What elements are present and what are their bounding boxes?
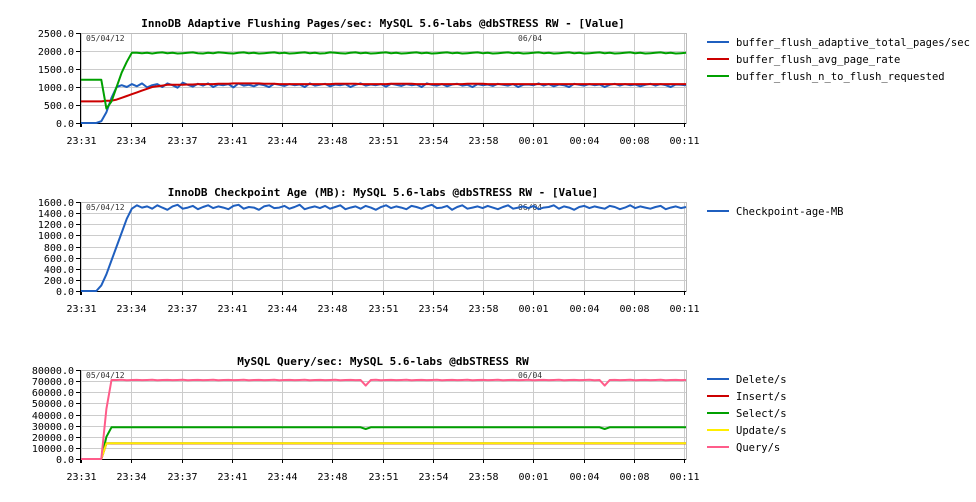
x-tick-label: 00:04 <box>569 472 599 483</box>
x-tick-label: 23:58 <box>468 304 498 315</box>
x-tick-label: 23:41 <box>217 304 247 315</box>
y-tick-label: 0.0 <box>56 119 74 130</box>
series-line-select-s <box>81 426 686 460</box>
y-tick-label: 1500.0 <box>38 65 74 76</box>
y-tick-label: 800.0 <box>44 243 74 254</box>
y-tick-label: 20000.0 <box>32 433 74 444</box>
y-tick-label: 50000.0 <box>32 399 74 410</box>
x-tick-label: 23:34 <box>116 472 146 483</box>
x-tick-label: 23:51 <box>368 304 398 315</box>
y-tick-label: 0.0 <box>56 455 74 466</box>
x-tick-label: 23:37 <box>167 136 197 147</box>
series-line-update-s <box>81 442 686 460</box>
x-tick-label: 23:58 <box>468 136 498 147</box>
series-line-buffer-flush-adaptive-total-pages-sec <box>81 81 687 124</box>
legend-label: buffer_flush_adaptive_total_pages/sec <box>736 37 970 49</box>
legend-label: Select/s <box>736 408 787 420</box>
y-tick-label: 400.0 <box>44 265 74 276</box>
y-tick-label: 1400.0 <box>38 209 74 220</box>
y-tick-label: 0.0 <box>56 287 74 298</box>
x-tick-label: 23:44 <box>267 472 297 483</box>
chart-title: InnoDB Checkpoint Age (MB): MySQL 5.6-la… <box>168 186 598 199</box>
legend-label: buffer_flush_n_to_flush_requested <box>736 71 945 83</box>
x-tick-label: 23:54 <box>418 472 448 483</box>
chart-panel-3: MySQL Query/sec: MySQL 5.6-labs @dbSTRES… <box>32 355 787 483</box>
x-tick-label: 23:41 <box>217 136 247 147</box>
x-tick-label: 23:31 <box>66 136 96 147</box>
y-tick-label: 70000.0 <box>32 377 74 388</box>
x-tick-label: 23:34 <box>116 304 146 315</box>
y-tick-label: 30000.0 <box>32 422 74 433</box>
x-tick-label: 00:11 <box>669 472 699 483</box>
y-tick-label: 1600.0 <box>38 198 74 209</box>
legend-label: Query/s <box>736 442 780 454</box>
x-tick-label: 23:44 <box>267 304 297 315</box>
x-tick-label: 00:01 <box>518 472 548 483</box>
x-tick-label: 23:51 <box>368 136 398 147</box>
series-line-buffer-flush-n-to-flush-requested <box>81 51 687 110</box>
chart-title: MySQL Query/sec: MySQL 5.6-labs @dbSTRES… <box>237 355 529 368</box>
x-tick-label: 00:11 <box>669 136 699 147</box>
legend-label: Update/s <box>736 425 787 437</box>
y-tick-label: 2000.0 <box>38 47 74 58</box>
x-tick-label: 23:48 <box>317 304 347 315</box>
x-tick-label: 00:08 <box>619 136 649 147</box>
start-date-label: 05/04/12 <box>86 34 125 43</box>
legend-label: Delete/s <box>736 374 787 386</box>
y-tick-label: 2500.0 <box>38 29 74 40</box>
series-line-buffer-flush-avg-page-rate <box>81 82 686 103</box>
x-tick-label: 23:58 <box>468 472 498 483</box>
x-tick-label: 00:01 <box>518 304 548 315</box>
y-tick-label: 40000.0 <box>32 411 74 422</box>
x-tick-label: 23:34 <box>116 136 146 147</box>
y-tick-label: 80000.0 <box>32 366 74 377</box>
start-date-label: 05/04/12 <box>86 371 125 380</box>
y-tick-label: 60000.0 <box>32 388 74 399</box>
x-tick-label: 23:48 <box>317 472 347 483</box>
start-date-label: 05/04/12 <box>86 203 125 212</box>
x-tick-label: 23:54 <box>418 136 448 147</box>
series-line-checkpoint-age-mb <box>81 203 687 292</box>
series-line-query-s <box>81 378 687 460</box>
midnight-date-label: 06/04 <box>518 34 542 43</box>
x-tick-label: 23:48 <box>317 136 347 147</box>
chart-title: InnoDB Adaptive Flushing Pages/sec: MySQ… <box>141 17 624 30</box>
x-tick-label: 23:37 <box>167 304 197 315</box>
x-tick-label: 00:08 <box>619 472 649 483</box>
x-tick-label: 00:01 <box>518 136 548 147</box>
legend-label: Checkpoint-age-MB <box>736 206 843 218</box>
x-tick-label: 00:08 <box>619 304 649 315</box>
y-tick-label: 1000.0 <box>38 83 74 94</box>
y-tick-label: 1200.0 <box>38 220 74 231</box>
x-tick-label: 23:51 <box>368 472 398 483</box>
y-tick-label: 600.0 <box>44 254 74 265</box>
x-tick-label: 23:44 <box>267 136 297 147</box>
x-tick-label: 23:37 <box>167 472 197 483</box>
y-tick-label: 200.0 <box>44 276 74 287</box>
x-tick-label: 00:04 <box>569 136 599 147</box>
x-tick-label: 23:31 <box>66 472 96 483</box>
midnight-date-label: 06/04 <box>518 371 542 380</box>
x-tick-label: 00:11 <box>669 304 699 315</box>
legend-label: buffer_flush_avg_page_rate <box>736 54 900 66</box>
y-tick-label: 10000.0 <box>32 444 74 455</box>
legend-label: Insert/s <box>736 391 787 403</box>
y-tick-label: 500.0 <box>44 101 74 112</box>
x-tick-label: 00:04 <box>569 304 599 315</box>
x-tick-label: 23:31 <box>66 304 96 315</box>
x-tick-label: 23:54 <box>418 304 448 315</box>
chart-panel-2: InnoDB Checkpoint Age (MB): MySQL 5.6-la… <box>38 186 844 315</box>
y-tick-label: 1000.0 <box>38 231 74 242</box>
chart-panel-1: InnoDB Adaptive Flushing Pages/sec: MySQ… <box>38 17 970 147</box>
x-tick-label: 23:41 <box>217 472 247 483</box>
